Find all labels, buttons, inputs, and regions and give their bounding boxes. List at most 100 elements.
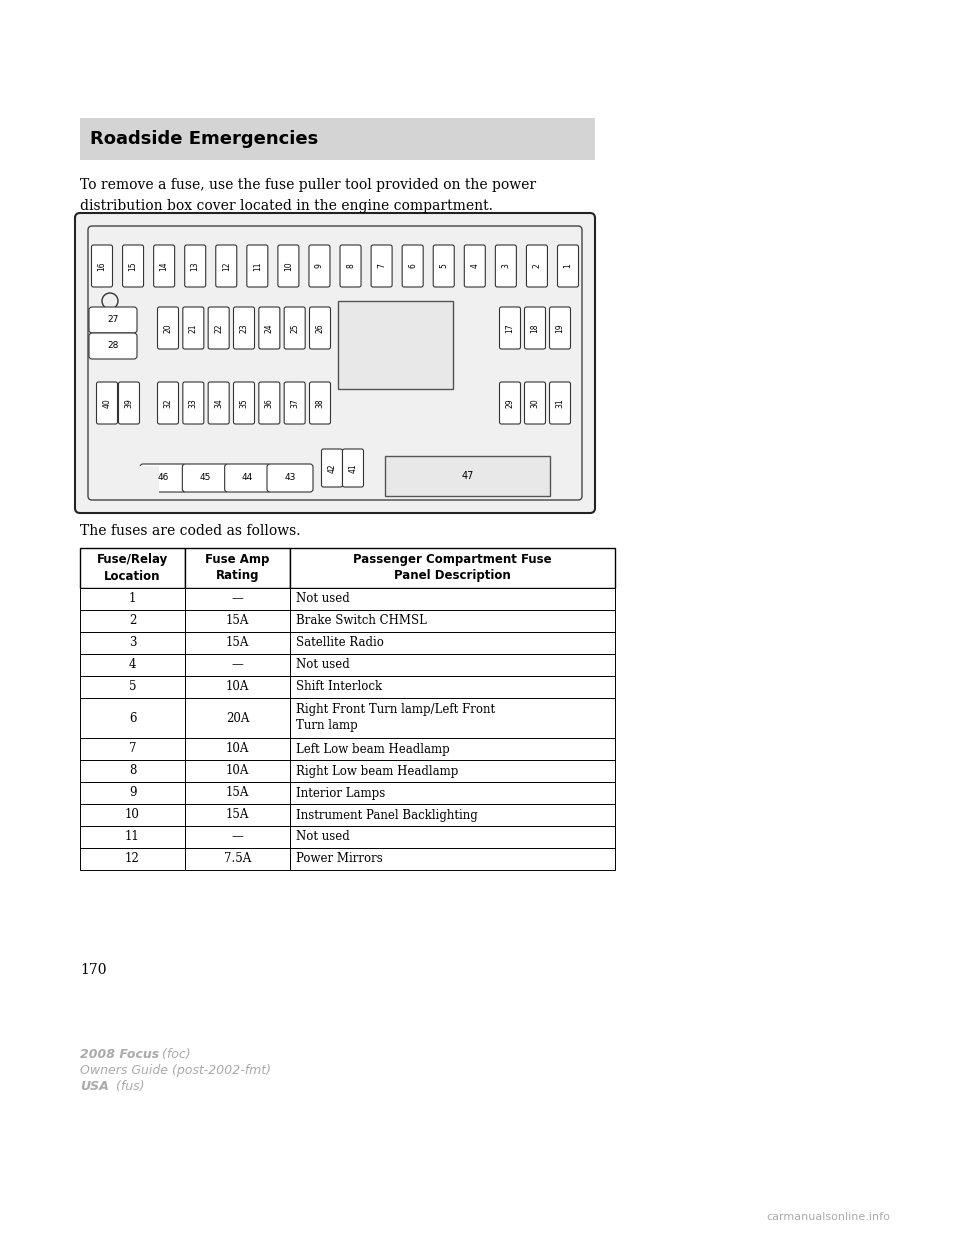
Text: 42: 42 <box>327 463 337 473</box>
FancyBboxPatch shape <box>558 245 579 287</box>
Bar <box>290 655 615 676</box>
Text: 36: 36 <box>265 399 274 407</box>
FancyBboxPatch shape <box>284 307 305 349</box>
Text: 31: 31 <box>556 399 564 407</box>
Text: 8: 8 <box>129 765 136 777</box>
Bar <box>185 848 290 869</box>
Bar <box>80 632 185 655</box>
Bar <box>80 760 185 782</box>
FancyBboxPatch shape <box>524 383 545 424</box>
Text: 2: 2 <box>533 263 541 268</box>
Text: 8: 8 <box>346 263 355 268</box>
Bar <box>290 587 615 610</box>
FancyBboxPatch shape <box>123 245 144 287</box>
FancyBboxPatch shape <box>247 245 268 287</box>
Text: 14: 14 <box>159 261 169 271</box>
FancyBboxPatch shape <box>157 307 179 349</box>
Text: 26: 26 <box>316 323 324 333</box>
Bar <box>80 118 595 160</box>
FancyBboxPatch shape <box>340 245 361 287</box>
Text: Fuse Amp
Rating: Fuse Amp Rating <box>205 554 270 582</box>
Bar <box>290 848 615 869</box>
FancyBboxPatch shape <box>433 245 454 287</box>
Text: 4: 4 <box>129 658 136 672</box>
Bar <box>80 738 185 760</box>
FancyBboxPatch shape <box>526 245 547 287</box>
Text: 33: 33 <box>189 399 198 407</box>
Text: Roadside Emergencies: Roadside Emergencies <box>90 130 319 148</box>
Text: 11: 11 <box>125 831 140 843</box>
FancyBboxPatch shape <box>465 245 486 287</box>
FancyBboxPatch shape <box>524 307 545 349</box>
Bar <box>80 698 185 738</box>
Bar <box>290 548 615 587</box>
Text: 13: 13 <box>191 261 200 271</box>
Bar <box>290 676 615 698</box>
Text: carmanualsonline.info: carmanualsonline.info <box>766 1212 890 1222</box>
Text: 9: 9 <box>129 786 136 800</box>
Bar <box>80 826 185 848</box>
Text: 2008 Focus: 2008 Focus <box>80 1048 159 1061</box>
FancyBboxPatch shape <box>499 383 520 424</box>
Bar <box>185 826 290 848</box>
Text: 27: 27 <box>108 315 119 324</box>
FancyBboxPatch shape <box>309 307 330 349</box>
FancyBboxPatch shape <box>322 450 343 487</box>
Text: 30: 30 <box>531 399 540 407</box>
Bar <box>185 804 290 826</box>
Bar <box>338 301 453 389</box>
Bar <box>185 738 290 760</box>
Text: 32: 32 <box>163 399 173 407</box>
Text: 37: 37 <box>290 399 300 407</box>
FancyBboxPatch shape <box>225 465 271 492</box>
Bar <box>290 826 615 848</box>
FancyBboxPatch shape <box>157 383 179 424</box>
Text: Passenger Compartment Fuse
Panel Description: Passenger Compartment Fuse Panel Descrip… <box>353 554 552 582</box>
FancyBboxPatch shape <box>75 212 595 513</box>
Bar <box>290 632 615 655</box>
FancyBboxPatch shape <box>216 245 237 287</box>
Text: —: — <box>231 592 244 606</box>
Bar <box>80 610 185 632</box>
Text: Owners Guide (post-2002-fmt): Owners Guide (post-2002-fmt) <box>80 1064 271 1077</box>
Text: 2: 2 <box>129 615 136 627</box>
FancyBboxPatch shape <box>89 333 137 359</box>
FancyBboxPatch shape <box>277 245 299 287</box>
Bar <box>185 548 290 587</box>
FancyBboxPatch shape <box>549 383 570 424</box>
Text: 10: 10 <box>284 261 293 271</box>
Text: 22: 22 <box>214 323 223 333</box>
Bar <box>80 848 185 869</box>
FancyBboxPatch shape <box>97 383 117 424</box>
Text: 10: 10 <box>125 809 140 821</box>
Bar <box>290 782 615 804</box>
Text: Not used: Not used <box>296 658 349 672</box>
Text: 47: 47 <box>462 471 473 481</box>
Bar <box>185 698 290 738</box>
Text: Brake Switch CHMSL: Brake Switch CHMSL <box>296 615 427 627</box>
Bar <box>290 738 615 760</box>
Text: 21: 21 <box>189 323 198 333</box>
Text: 10A: 10A <box>226 681 250 693</box>
Text: The fuses are coded as follows.: The fuses are coded as follows. <box>80 524 300 538</box>
FancyBboxPatch shape <box>89 307 137 333</box>
Text: (fus): (fus) <box>112 1081 145 1093</box>
Bar <box>80 782 185 804</box>
FancyBboxPatch shape <box>343 450 364 487</box>
Bar <box>185 587 290 610</box>
FancyBboxPatch shape <box>184 245 205 287</box>
Text: 3: 3 <box>501 263 511 268</box>
Text: 6: 6 <box>129 712 136 724</box>
FancyBboxPatch shape <box>259 383 279 424</box>
Text: 15A: 15A <box>226 809 250 821</box>
FancyBboxPatch shape <box>284 383 305 424</box>
Text: 5: 5 <box>440 263 448 268</box>
Text: Instrument Panel Backlighting: Instrument Panel Backlighting <box>296 809 478 821</box>
Text: 170: 170 <box>80 963 107 977</box>
FancyBboxPatch shape <box>495 245 516 287</box>
Text: 45: 45 <box>200 473 211 482</box>
FancyBboxPatch shape <box>208 383 229 424</box>
Text: 15A: 15A <box>226 615 250 627</box>
FancyBboxPatch shape <box>309 383 330 424</box>
FancyBboxPatch shape <box>233 383 254 424</box>
